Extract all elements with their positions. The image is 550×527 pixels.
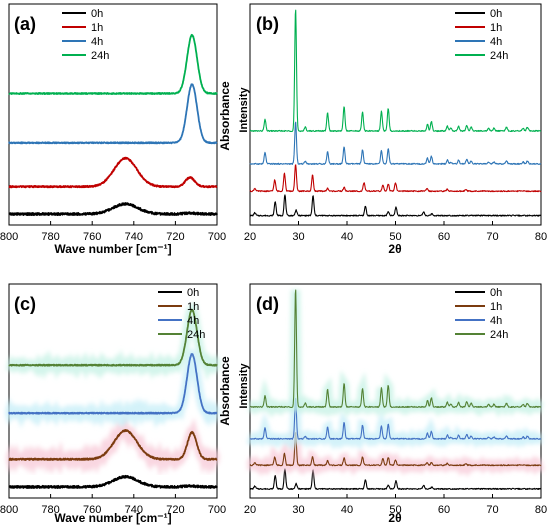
panel-d-x-tick-label: 50 <box>389 504 401 516</box>
panel-d-series-4h <box>249 397 542 440</box>
panel-a-series-0h <box>8 202 218 217</box>
panel-a-legend-label-24h: 24h <box>91 50 109 62</box>
panel-d: 20 30 40 50 60 70 80 0h 1h 4h 24h (d) 2θ Intensit… <box>238 283 547 525</box>
panel-a-x-ticks: 800 780 760 740 720 700 <box>0 221 226 243</box>
panel-b-x-axis-label: 2θ <box>388 242 401 256</box>
panel-a-legend-label-4h: 4h <box>91 36 103 48</box>
panel-c-legend-label-24h: 24h <box>187 329 205 341</box>
panel-a-traces <box>8 33 218 217</box>
panel-b-legend-label-1h: 1h <box>490 22 502 34</box>
panel-d-legend-label-0h: 0h <box>490 287 502 299</box>
panel-c-plot-frame <box>8 283 218 499</box>
panel-c-legend-label-1h: 1h <box>187 301 199 313</box>
panel-b-x-tick-label: 50 <box>389 231 401 243</box>
panel-b-x-tick-label: 40 <box>341 231 353 243</box>
panel-b-x-tick-label: 30 <box>292 231 304 243</box>
panel-c-x-tick-label: 800 <box>0 504 18 516</box>
panel-b-x-tick-label: 20 <box>244 231 256 243</box>
panel-c-legend-label-4h: 4h <box>187 315 199 327</box>
panel-a-x-axis-label: Wave number [cm⁻¹] <box>54 242 171 256</box>
panel-b-traces <box>249 9 542 217</box>
panel-b-y-axis-label: Intensity <box>238 87 250 133</box>
panel-b-series-1h <box>249 164 542 193</box>
panel-b-legend-label-24h: 24h <box>490 50 508 62</box>
panel-d-x-axis-label: 2θ <box>388 511 401 525</box>
panel-b: 20 30 40 50 60 70 80 0h 1h 4h 24h (b) 2θ Intensit… <box>238 3 547 256</box>
panel-c: 800 780 760 740 720 700 0h 1h 4h 24h (c) Wave nu… <box>0 283 232 525</box>
panel-b-series-4h <box>249 121 542 165</box>
panel-d-x-ticks: 20 30 40 50 60 70 80 <box>244 494 547 516</box>
panel-a-x-tick-label: 760 <box>83 231 101 243</box>
panel-a-x-tick-label: 740 <box>125 231 143 243</box>
panel-d-traces <box>246 289 545 490</box>
panel-b-x-tick-label: 60 <box>438 231 450 243</box>
panel-d-x-tick-label: 20 <box>244 504 256 516</box>
panel-a-label: (a) <box>14 14 36 34</box>
panel-d-x-tick-label: 30 <box>292 504 304 516</box>
panel-b-x-ticks: 20 30 40 50 60 70 80 <box>244 221 547 243</box>
panel-c-series-4h <box>8 353 218 415</box>
panel-a-legend: 0h 1h 4h 24h <box>62 8 109 62</box>
panel-a-legend-label-1h: 1h <box>91 22 103 34</box>
panel-c-x-ticks: 800 780 760 740 720 700 <box>0 494 226 516</box>
panel-d-legend-label-4h: 4h <box>490 315 502 327</box>
panel-d-series-24h <box>249 289 542 409</box>
panel-d-x-tick-label: 80 <box>535 504 547 516</box>
panel-c-x-tick-label: 720 <box>166 504 184 516</box>
panel-c-series-24h <box>8 308 218 367</box>
panel-d-x-tick-label: 60 <box>438 504 450 516</box>
panel-a-plot-frame <box>8 3 218 226</box>
panel-a-legend-label-0h: 0h <box>91 8 103 20</box>
panel-c-traces <box>4 301 222 489</box>
panel-b-legend-label-4h: 4h <box>490 36 502 48</box>
panel-d-series-0h <box>249 468 542 490</box>
panel-a-y-axis-label: Absorbance <box>218 81 232 151</box>
panel-c-x-tick-label: 700 <box>208 504 226 516</box>
panel-b-legend: 0h 1h 4h 24h <box>455 8 508 62</box>
panel-a-series-4h <box>8 83 218 145</box>
panel-d-x-tick-label: 70 <box>486 504 498 516</box>
panel-a-series-24h <box>8 33 218 95</box>
panel-b-series-24h <box>249 9 542 133</box>
panel-d-y-axis-label: Intensity <box>238 363 250 409</box>
panel-a-series-1h <box>8 156 218 189</box>
panel-d-label: (d) <box>256 294 279 314</box>
panel-c-legend: 0h 1h 4h 24h <box>158 287 205 341</box>
panel-b-x-tick-label: 70 <box>486 231 498 243</box>
panel-a-x-tick-label: 780 <box>41 231 59 243</box>
panel-b-series-0h <box>249 194 542 217</box>
panel-c-x-tick-label: 740 <box>125 504 143 516</box>
panel-c-label: (c) <box>14 294 36 314</box>
panel-c-x-tick-label: 760 <box>83 504 101 516</box>
panel-a: 800 780 760 740 720 700 0h 1h 4h 24h (a) Wave nu… <box>0 3 232 256</box>
panel-a-x-tick-label: 700 <box>208 231 226 243</box>
panel-b-legend-label-0h: 0h <box>490 8 502 20</box>
panel-b-label: (b) <box>256 14 279 34</box>
panel-d-legend-label-24h: 24h <box>490 329 508 341</box>
panel-c-x-axis-label: Wave number [cm⁻¹] <box>54 511 171 525</box>
panel-c-series-0h <box>8 474 218 489</box>
panel-d-legend: 0h 1h 4h 24h <box>455 287 508 341</box>
panel-a-x-tick-label: 720 <box>166 231 184 243</box>
panel-d-x-tick-label: 40 <box>341 504 353 516</box>
panel-c-y-axis-label: Absorbance <box>218 356 232 426</box>
panel-a-x-tick-label: 800 <box>0 231 18 243</box>
panel-b-x-tick-label: 80 <box>535 231 547 243</box>
panel-c-x-tick-label: 780 <box>41 504 59 516</box>
panel-c-series-1h <box>8 429 218 461</box>
panel-c-legend-label-0h: 0h <box>187 287 199 299</box>
panel-d-legend-label-1h: 1h <box>490 301 502 313</box>
panel-d-series-1h <box>249 432 542 467</box>
